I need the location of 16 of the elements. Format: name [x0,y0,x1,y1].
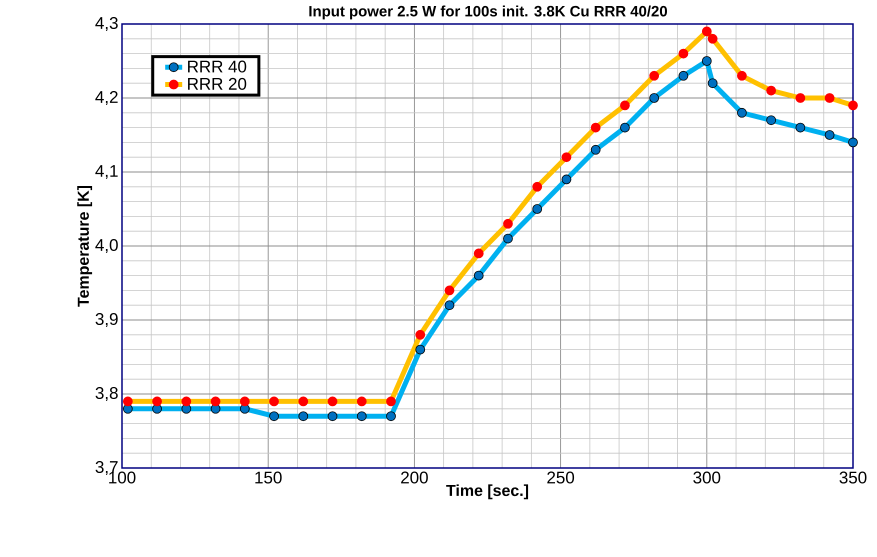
y-tick-label: 3,8 [96,387,118,401]
y-tick-label: 4,0 [95,239,118,253]
x-axis-title: Time [sec.] [446,484,528,500]
x-tick-label: 150 [255,472,282,484]
legend-label: RRR 20 [188,78,246,90]
y-axis-title: Temperature [K] [77,186,92,307]
chart-title: Input power 2.5 W for 100s init. 3.8K Cu RRR 40/20 [309,6,668,20]
legend-label: RRR 40 [188,60,246,73]
y-tick-label: 4,1 [95,165,118,179]
x-tick-label: 200 [401,472,428,484]
y-tick-label: 3,9 [96,313,118,327]
y-tick-label: 4,2 [95,91,118,105]
x-tick-label: 300 [693,472,720,484]
y-tick-label: 4,3 [95,17,118,31]
x-tick-label: 250 [547,472,574,484]
x-tick-label: 350 [840,472,866,484]
